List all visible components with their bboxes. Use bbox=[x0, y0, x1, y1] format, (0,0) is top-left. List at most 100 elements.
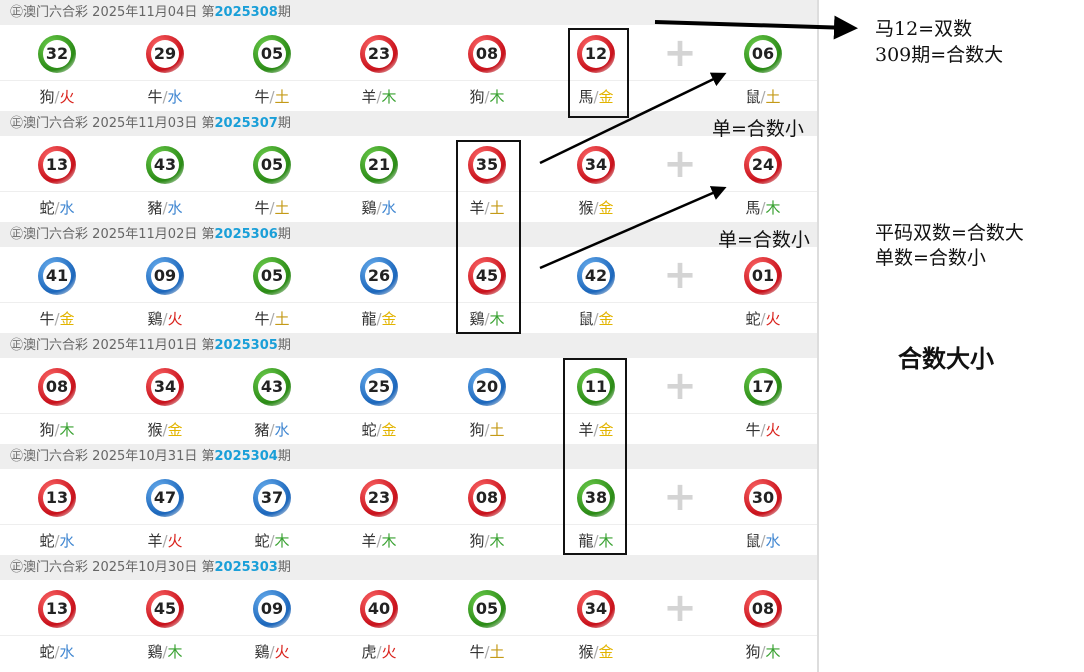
arrow-2 bbox=[539, 72, 727, 165]
ball-number: 47 bbox=[151, 484, 179, 512]
ball-number: 12 bbox=[582, 40, 610, 68]
ball-number: 05 bbox=[258, 151, 286, 179]
ball: 23 bbox=[360, 35, 398, 73]
zodiac-row: 蛇/水 羊/火 蛇/木 羊/木 狗/木 龍/木 鼠/水 bbox=[0, 525, 817, 555]
zodiac-element: 羊/金 bbox=[578, 421, 614, 439]
zodiac: 豬 bbox=[254, 421, 270, 439]
ball: 45 bbox=[468, 257, 506, 295]
plus-icon: + bbox=[663, 474, 697, 520]
lottery-name: ㊣澳门六合彩 bbox=[10, 5, 89, 20]
zodiac-element: 蛇/金 bbox=[361, 421, 397, 439]
zodiac-row: 狗/火 牛/水 牛/土 羊/木 狗/木 馬/金 鼠/土 bbox=[0, 81, 817, 111]
zodiac: 鷄 bbox=[147, 310, 163, 328]
element: 金 bbox=[598, 643, 614, 661]
zodiac-element: 鷄/木 bbox=[147, 643, 183, 661]
ball: 26 bbox=[360, 257, 398, 295]
ball: 08 bbox=[468, 35, 506, 73]
ball-number: 08 bbox=[43, 373, 71, 401]
element: 土 bbox=[274, 199, 290, 217]
plus-icon: + bbox=[663, 252, 697, 298]
zodiac: 龍 bbox=[578, 532, 594, 550]
element: 金 bbox=[167, 421, 183, 439]
ball-number: 11 bbox=[582, 373, 610, 401]
zodiac-element: 鼠/金 bbox=[578, 310, 614, 328]
ball-number: 30 bbox=[749, 484, 777, 512]
zodiac-element: 狗/土 bbox=[469, 421, 505, 439]
ball: 05 bbox=[468, 590, 506, 628]
element: 金 bbox=[59, 310, 75, 328]
lottery-name: ㊣澳门六合彩 bbox=[10, 116, 89, 131]
special-ball: 30 bbox=[744, 479, 782, 517]
element: 木 bbox=[489, 532, 505, 550]
ball: 45 bbox=[146, 590, 184, 628]
ball-number: 17 bbox=[749, 373, 777, 401]
zodiac-element: 羊/土 bbox=[469, 199, 505, 217]
zodiac-element: 蛇/木 bbox=[254, 532, 290, 550]
draw-date: 2025年10月31日 bbox=[92, 449, 198, 464]
ball: 23 bbox=[360, 479, 398, 517]
draw-history-list: ㊣澳门六合彩 2025年11月04日 第2025308期 32 29 05 23 08 12… bbox=[0, 0, 819, 672]
zodiac: 牛 bbox=[254, 88, 270, 106]
zodiac: 鷄 bbox=[254, 643, 270, 661]
issue-prefix: 第 bbox=[201, 227, 215, 242]
zodiac-element: 蛇/水 bbox=[39, 199, 75, 217]
issue-prefix: 第 bbox=[201, 338, 215, 353]
ball: 13 bbox=[38, 479, 76, 517]
zodiac: 羊 bbox=[361, 88, 377, 106]
ball-number: 23 bbox=[365, 40, 393, 68]
zodiac: 虎 bbox=[361, 643, 377, 661]
highlight-box-308-12 bbox=[568, 28, 629, 118]
plus-icon: + bbox=[663, 585, 697, 631]
zodiac-element: 牛/土 bbox=[254, 310, 290, 328]
element: 土 bbox=[489, 421, 505, 439]
element: 水 bbox=[167, 88, 183, 106]
zodiac-element: 狗/木 bbox=[39, 421, 75, 439]
element: 木 bbox=[381, 532, 397, 550]
zodiac: 猴 bbox=[578, 199, 594, 217]
zodiac-element: 豬/水 bbox=[254, 421, 290, 439]
element: 金 bbox=[381, 310, 397, 328]
ball: 05 bbox=[253, 35, 291, 73]
issue-prefix: 第 bbox=[201, 116, 215, 131]
ball-number: 05 bbox=[473, 595, 501, 623]
zodiac: 鷄 bbox=[147, 643, 163, 661]
zodiac: 牛 bbox=[254, 310, 270, 328]
zodiac-element: 猴/金 bbox=[147, 421, 183, 439]
zodiac-element: 虎/火 bbox=[361, 643, 397, 661]
zodiac: 蛇 bbox=[745, 310, 761, 328]
zodiac-element: 牛/火 bbox=[745, 421, 781, 439]
zodiac: 牛 bbox=[745, 421, 761, 439]
zodiac-element: 鷄/水 bbox=[361, 199, 397, 217]
zodiac-element: 猴/金 bbox=[578, 643, 614, 661]
special-ball: 17 bbox=[744, 368, 782, 406]
draw-2025304: ㊣澳门六合彩 2025年10月31日 第2025304期 13 47 37 23 08 38… bbox=[0, 444, 817, 555]
arrow-1 bbox=[654, 15, 858, 40]
ball: 35 bbox=[468, 146, 506, 184]
zodiac-row: 蛇/水 鷄/木 鷄/火 虎/火 牛/土 猴/金 狗/木 bbox=[0, 636, 817, 666]
ball-number: 32 bbox=[43, 40, 71, 68]
zodiac-row: 狗/木 猴/金 豬/水 蛇/金 狗/土 羊/金 牛/火 bbox=[0, 414, 817, 444]
zodiac: 羊 bbox=[469, 199, 485, 217]
ball-number: 34 bbox=[151, 373, 179, 401]
special-ball: 01 bbox=[744, 257, 782, 295]
plus-icon: + bbox=[663, 141, 697, 187]
ball-number: 13 bbox=[43, 151, 71, 179]
element: 木 bbox=[167, 643, 183, 661]
ball-row: 13 43 05 21 35 34 24 + bbox=[0, 136, 817, 192]
zodiac: 狗 bbox=[39, 421, 55, 439]
zodiac-row: 蛇/水 豬/水 牛/土 鷄/水 羊/土 猴/金 馬/木 bbox=[0, 192, 817, 222]
ball-number: 34 bbox=[582, 595, 610, 623]
element: 金 bbox=[598, 421, 614, 439]
issue-suffix: 期 bbox=[277, 560, 291, 575]
zodiac-element: 鷄/火 bbox=[147, 310, 183, 328]
zodiac: 狗 bbox=[469, 532, 485, 550]
zodiac-element: 牛/土 bbox=[254, 199, 290, 217]
ball: 43 bbox=[253, 368, 291, 406]
ball: 20 bbox=[468, 368, 506, 406]
ball-number: 20 bbox=[473, 373, 501, 401]
ball-number: 26 bbox=[365, 262, 393, 290]
ball: 13 bbox=[38, 146, 76, 184]
element: 土 bbox=[765, 88, 781, 106]
ball-number: 37 bbox=[258, 484, 286, 512]
note-title: 合数大小 bbox=[898, 344, 994, 373]
